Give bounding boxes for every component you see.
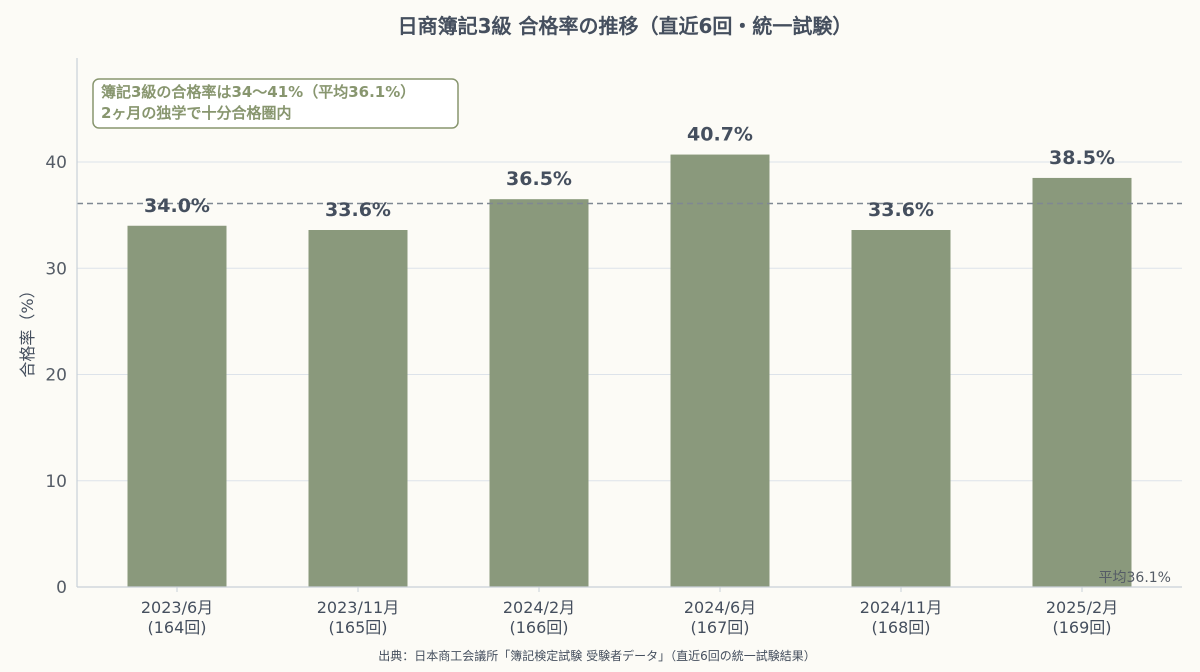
annotation-box: 簿記3級の合格率は34〜41%（平均36.1%） 2ヶ月の独学で十分合格圏内	[92, 78, 459, 129]
y-tick-label: 0	[56, 578, 67, 598]
x-tick-sublabel: (165回)	[328, 618, 387, 637]
x-tick-sublabel: (167回)	[690, 618, 749, 637]
chart-title: 日商簿記3級 合格率の推移（直近6回・統一試験）	[398, 14, 853, 38]
axes: 0 10 20 30 40 2023/6月(164回) 2023/11月(165回) 2024…	[45, 58, 1182, 637]
bar	[308, 230, 408, 587]
bar-value-label: 33.6%	[868, 199, 934, 221]
bar-labels: 34.0% 33.6% 36.5% 40.7% 33.6% 38.5%	[144, 124, 1115, 221]
source-note: 出典：日本商工会議所「簿記検定試験 受験者データ」（直近6回の統一試験結果）	[378, 648, 815, 663]
bar	[851, 230, 951, 587]
x-tick-label: 2024/2月	[503, 598, 575, 617]
y-tick-label: 40	[45, 153, 67, 173]
bars	[127, 154, 1132, 587]
average: 平均36.1%	[77, 202, 1182, 586]
x-tick-sublabel: (168回)	[871, 618, 930, 637]
bar-value-label: 38.5%	[1049, 147, 1115, 169]
annotation-frame	[92, 78, 459, 129]
average-label: 平均36.1%	[1099, 570, 1171, 586]
x-tick-label: 2023/11月	[317, 598, 399, 617]
y-tick-label: 30	[45, 259, 67, 279]
bar-value-label: 34.0%	[144, 195, 210, 217]
grid	[77, 161, 1182, 482]
y-tick-label: 10	[45, 472, 67, 492]
x-tick-label: 2024/6月	[684, 598, 756, 617]
y-tick-label: 20	[45, 366, 67, 386]
bar	[489, 199, 589, 587]
x-tick-sublabel: (166回)	[509, 618, 568, 637]
x-tick-sublabel: (169回)	[1052, 618, 1111, 637]
x-tick-sublabel: (164回)	[147, 618, 206, 637]
bar-value-label: 36.5%	[506, 168, 572, 190]
annotation-line-2: 2ヶ月の独学で十分合格圏内	[101, 104, 291, 122]
x-tick-label: 2024/11月	[860, 598, 942, 617]
bar	[127, 225, 227, 587]
y-axis-label: 合格率（%）	[18, 282, 37, 377]
x-tick-label: 2023/6月	[141, 598, 213, 617]
bar-value-label: 40.7%	[687, 124, 753, 146]
bar	[670, 154, 770, 587]
annotation-line-1: 簿記3級の合格率は34〜41%（平均36.1%）	[101, 83, 415, 101]
bar-value-label: 33.6%	[325, 199, 391, 221]
x-tick-label: 2025/2月	[1046, 598, 1118, 617]
bar	[1032, 177, 1132, 587]
